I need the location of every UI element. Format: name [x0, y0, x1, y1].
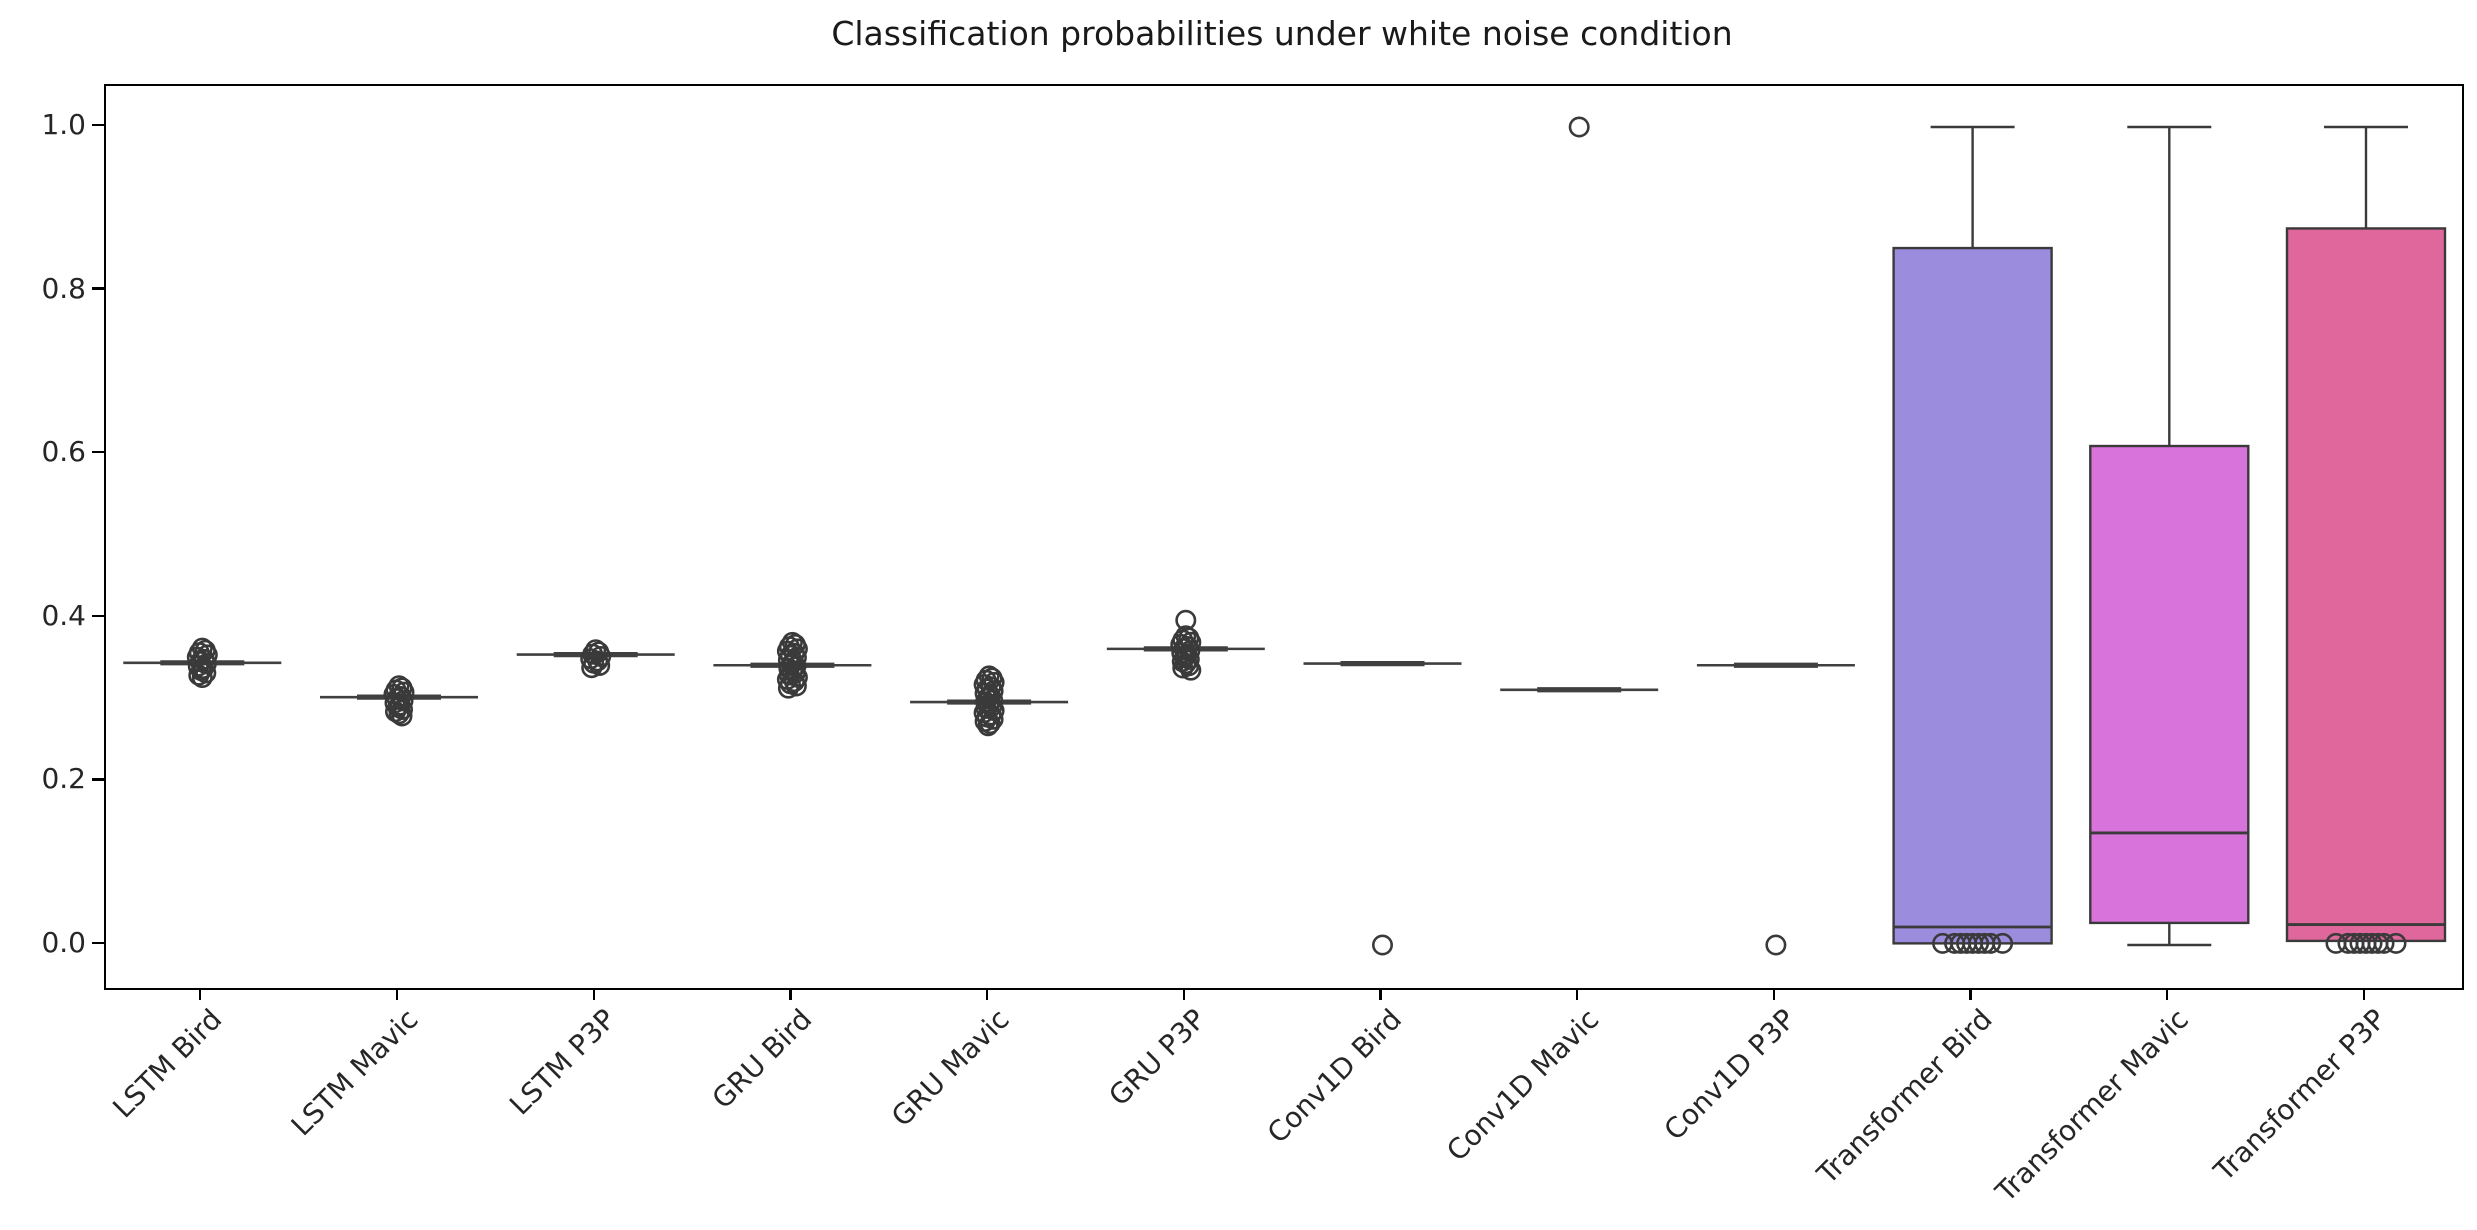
x-tick-mark [789, 988, 792, 1000]
y-tick-label: 1.0 [41, 108, 86, 141]
x-tick-mark [2166, 988, 2169, 1000]
box-rect-transformer-p3p [2285, 227, 2447, 943]
x-tick-mark [985, 988, 989, 1000]
y-tick-mark [92, 941, 104, 945]
flier-point [977, 715, 999, 737]
x-tick-mark [1772, 988, 1776, 1000]
x-tick-label-gru-mavic: GRU Mavic [884, 1002, 1016, 1134]
x-tick-mark [1969, 988, 1972, 1000]
flier-point [392, 690, 414, 712]
flier-point [589, 654, 611, 676]
flier-point [2343, 932, 2365, 954]
box-rect-transformer-bird [1892, 246, 2053, 945]
flier-point [388, 703, 410, 725]
collapsed-box-lstm-mavic [320, 675, 478, 727]
flier-cluster-lstm-bird [186, 637, 218, 689]
plot-area [104, 84, 2464, 990]
x-tick-label-conv1d-p3p: Conv1D P3P [1657, 1002, 1802, 1147]
outlier-point-gru-p3p [1175, 609, 1197, 631]
box-rect-transformer-mavic [2089, 444, 2250, 925]
flier-point [982, 708, 1004, 730]
flier-point [391, 705, 413, 727]
y-tick-label: 0.2 [41, 762, 86, 796]
y-tick-mark [92, 614, 104, 617]
flier-cluster-gru-mavic [973, 665, 1005, 737]
collapsed-box-conv1d-bird [1303, 661, 1462, 956]
outlier-point-conv1d-mavic [1568, 116, 1590, 138]
y-tick-mark [92, 123, 104, 127]
collapsed-box-gru-bird [713, 631, 872, 699]
outlier-point-conv1d-p3p [1765, 934, 1787, 956]
x-tick-mark [199, 988, 202, 1000]
box-transformer-bird [1892, 125, 2053, 954]
y-tick-label: 0.4 [41, 598, 86, 632]
x-tick-label-lstm-mavic: LSTM Mavic [285, 1002, 425, 1143]
outlier-point-conv1d-bird [1372, 934, 1394, 956]
x-tick-label-conv1d-bird: Conv1D Bird [1261, 1002, 1409, 1150]
flier-point [1974, 932, 1996, 954]
x-tick-label-transformer-p3p: Transformer P3P [2207, 1002, 2392, 1188]
x-tick-mark [395, 988, 399, 1000]
flier-point [2355, 932, 2377, 954]
flier-point [979, 713, 1001, 735]
x-tick-mark [2362, 988, 2366, 1000]
collapsed-box-conv1d-p3p [1696, 662, 1855, 956]
y-tick-mark [92, 451, 104, 454]
x-tick-mark [592, 988, 595, 1000]
collapsed-box-conv1d-mavic [1500, 116, 1659, 693]
flier-point [785, 675, 807, 697]
y-tick-label: 0.0 [41, 926, 86, 959]
y-tick-mark [92, 287, 104, 290]
flier-cluster-gru-p3p [1170, 625, 1202, 681]
flier-point [1172, 657, 1194, 679]
x-tick-mark [1379, 988, 1382, 1000]
flier-point [1175, 653, 1197, 675]
flier-blob-transformer-p3p [2325, 932, 2407, 954]
collapsed-box-gru-p3p [1106, 609, 1265, 681]
flier-cluster-gru-bird [776, 631, 808, 699]
x-tick-label-gru-p3p: GRU P3P [1102, 1002, 1212, 1113]
x-tick-label-lstm-bird: LSTM Bird [106, 1002, 229, 1125]
flier-point [191, 667, 213, 689]
flier-cluster-lstm-p3p [580, 639, 612, 679]
flier-point [1962, 932, 1984, 954]
y-tick-label: 0.8 [41, 271, 86, 305]
flier-point [777, 677, 799, 699]
flier-point [2367, 932, 2389, 954]
x-tick-label-conv1d-mavic: Conv1D Mavic [1440, 1002, 1606, 1168]
flier-point [1180, 659, 1202, 681]
collapsed-box-lstm-p3p [516, 639, 675, 679]
x-tick-mark [1182, 988, 1185, 1000]
y-tick-mark [92, 778, 104, 781]
collapsed-box-gru-mavic [910, 665, 1069, 737]
collapsed-box-lstm-bird [123, 637, 282, 689]
x-tick-mark [1576, 988, 1579, 1000]
flier-cluster-lstm-mavic [383, 675, 415, 727]
box-transformer-mavic [2089, 125, 2250, 947]
y-tick-label: 0.6 [41, 435, 86, 469]
x-tick-label-lstm-p3p: LSTM P3P [502, 1002, 622, 1122]
boxplot-canvas [123, 116, 2447, 956]
flier-point [1950, 932, 1972, 954]
chart-title: Classification probabilities under white… [831, 14, 1733, 53]
flier-blob-transformer-bird [1932, 932, 2014, 954]
box-transformer-p3p [2285, 125, 2447, 954]
flier-point [188, 664, 210, 686]
x-tick-label-transformer-bird: Transformer Bird [1810, 1002, 1999, 1191]
x-tick-label-gru-bird: GRU Bird [705, 1002, 819, 1116]
x-tick-label-transformer-mavic: Transformer Mavic [1989, 1002, 2196, 1209]
flier-point [581, 657, 603, 679]
